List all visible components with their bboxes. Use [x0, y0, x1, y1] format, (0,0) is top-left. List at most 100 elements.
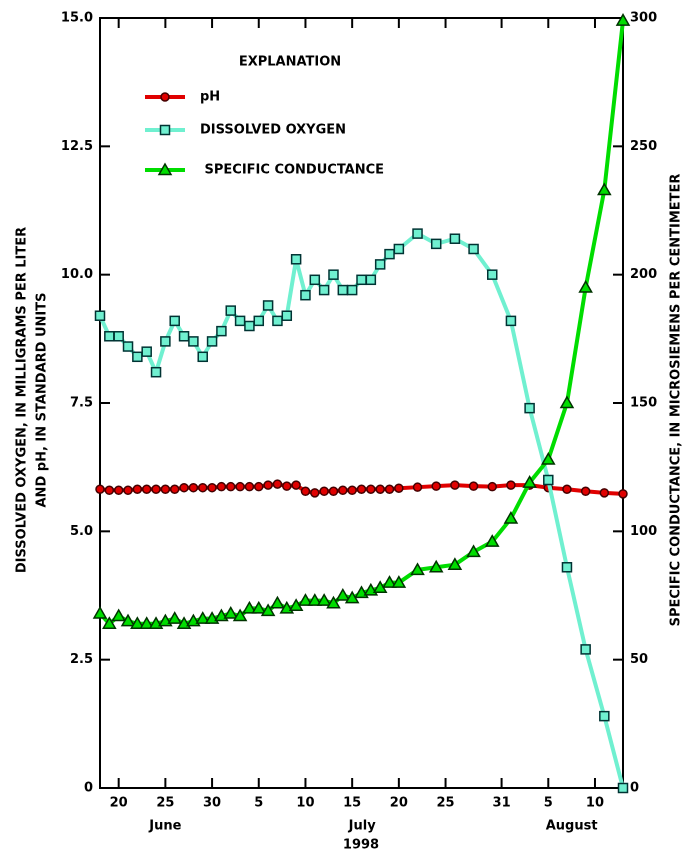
marker	[449, 233, 461, 244]
marker	[160, 336, 171, 347]
marker	[468, 481, 479, 491]
legend-label: DISSOLVED OXYGEN	[200, 123, 346, 138]
marker	[92, 605, 108, 619]
y-axis-label: AND pH, IN STANDARD UNITS	[35, 293, 50, 508]
marker	[487, 481, 497, 492]
marker	[123, 485, 133, 496]
y2-tick-label: 200	[630, 267, 657, 282]
x-tick-label: 20	[110, 796, 128, 811]
marker	[141, 346, 152, 357]
marker	[169, 484, 180, 494]
marker	[540, 451, 556, 465]
marker	[104, 331, 115, 342]
marker	[159, 124, 171, 136]
x-axis-label: 1998	[343, 838, 379, 853]
marker	[580, 486, 591, 497]
marker	[597, 182, 612, 196]
marker	[375, 484, 385, 494]
marker	[207, 482, 217, 493]
marker	[291, 480, 301, 490]
marker	[232, 608, 248, 622]
marker	[506, 480, 516, 490]
marker	[326, 595, 341, 609]
marker	[102, 616, 117, 629]
marker	[356, 484, 367, 494]
marker	[307, 593, 323, 606]
marker	[543, 474, 554, 486]
marker	[122, 341, 134, 352]
marker	[130, 616, 145, 629]
y-tick-label: 12.5	[61, 139, 93, 154]
legend-label: pH	[200, 90, 220, 105]
y2-tick-label: 50	[630, 652, 648, 667]
y2-tick-label: 150	[630, 396, 657, 411]
marker	[251, 600, 267, 614]
marker	[263, 480, 273, 490]
marker	[382, 575, 397, 588]
marker	[346, 284, 358, 296]
marker	[487, 269, 498, 280]
y2-tick-label: 0	[630, 781, 639, 796]
x-tick-label: 5	[254, 796, 263, 811]
marker	[226, 481, 236, 492]
marker	[132, 351, 143, 363]
marker	[431, 481, 441, 491]
marker	[468, 243, 479, 255]
marker	[430, 238, 442, 250]
y-tick-label: 7.5	[70, 396, 93, 411]
marker	[466, 544, 481, 558]
marker	[167, 611, 183, 624]
month-label: July	[348, 819, 377, 834]
marker	[95, 484, 105, 494]
marker	[281, 310, 293, 321]
marker	[617, 782, 629, 794]
marker	[300, 289, 311, 301]
marker	[505, 315, 517, 327]
marker	[450, 480, 460, 490]
marker	[188, 482, 199, 493]
marker	[580, 644, 591, 655]
marker	[524, 402, 535, 414]
x-tick-label: 25	[156, 796, 174, 811]
marker	[178, 331, 190, 342]
marker	[309, 274, 321, 286]
marker	[206, 336, 218, 347]
marker	[290, 254, 302, 265]
marker	[94, 310, 106, 321]
marker	[561, 562, 573, 573]
marker	[235, 481, 245, 492]
marker	[328, 486, 339, 497]
y-axis-label: DISSOLVED OXYGEN, IN MILLIGRAMS PER LITE…	[15, 227, 30, 573]
marker	[113, 485, 124, 496]
marker	[141, 484, 152, 494]
marker	[195, 611, 211, 624]
marker	[223, 605, 239, 619]
marker	[484, 534, 500, 547]
y-tick-label: 2.5	[70, 652, 93, 667]
marker	[559, 395, 575, 409]
marker	[282, 481, 292, 491]
marker	[244, 320, 255, 332]
marker	[260, 603, 276, 617]
marker	[197, 482, 208, 493]
marker	[447, 557, 463, 570]
marker	[253, 315, 265, 327]
marker	[254, 481, 264, 492]
x-tick-label: 10	[586, 796, 604, 811]
marker	[150, 366, 162, 378]
marker	[374, 259, 386, 270]
marker	[160, 92, 170, 102]
month-label: June	[148, 819, 181, 834]
marker	[139, 616, 154, 629]
marker	[318, 284, 330, 296]
marker	[300, 486, 311, 497]
marker	[337, 284, 349, 296]
marker	[151, 484, 161, 494]
marker	[179, 482, 189, 493]
marker	[328, 269, 339, 280]
y2-tick-label: 300	[630, 11, 657, 26]
marker	[132, 484, 143, 494]
x-tick-label: 10	[296, 796, 314, 811]
y-tick-label: 5.0	[70, 524, 93, 539]
